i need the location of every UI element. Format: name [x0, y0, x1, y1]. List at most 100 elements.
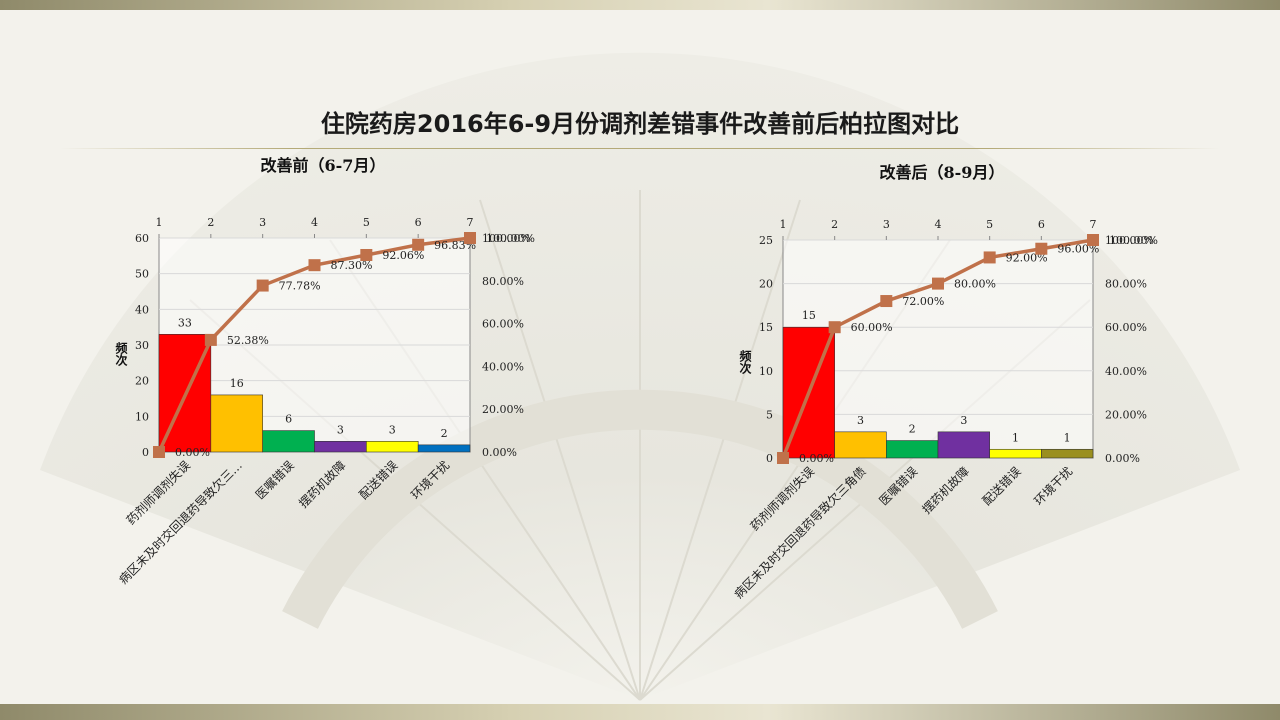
category-label: 环境干扰 [408, 458, 453, 503]
x2-tick-label: 7 [1090, 218, 1097, 231]
y2-tick-label: 60.00% [1105, 321, 1147, 334]
x2-tick-label: 2 [831, 218, 838, 231]
y-tick-label: 15 [759, 321, 773, 334]
bar-6 [417, 444, 471, 453]
cumulative-marker [1087, 234, 1099, 246]
cumulative-label: 100.00% [1109, 234, 1158, 247]
y2-tick-label: 40.00% [1105, 365, 1147, 378]
y2-tick-label: 100.00% [1105, 234, 1154, 247]
top-decor-band [0, 0, 1280, 10]
chart-title: 改善前（6-7月） [261, 156, 386, 175]
cumulative-marker [880, 295, 893, 308]
y2-tick-label: 20.00% [482, 403, 524, 416]
bar-data-label: 33 [178, 316, 192, 329]
cumulative-marker [204, 333, 217, 346]
cumulative-marker [412, 238, 425, 251]
cumulative-marker [777, 452, 789, 464]
bar-6 [1041, 448, 1094, 459]
y-tick-label: 10 [759, 365, 773, 378]
bar-5 [366, 440, 419, 453]
y-tick-label: 60 [135, 232, 149, 245]
cumulative-label: 87.30% [331, 259, 373, 272]
y-tick-label: 20 [135, 375, 149, 388]
category-label: 配送错误 [979, 464, 1024, 509]
bar-2 [834, 431, 887, 459]
y-tick-label: 0 [766, 452, 773, 465]
x2-tick-label: 6 [415, 216, 422, 229]
bar-data-label: 1 [1012, 431, 1019, 444]
y2-tick-label: 0.00% [1105, 452, 1140, 465]
x2-tick-label: 3 [883, 218, 890, 231]
cumulative-label: 0.00% [799, 452, 834, 465]
cumulative-marker [256, 279, 269, 292]
bar-data-label: 3 [389, 423, 396, 436]
category-label: 摆药机故障 [295, 458, 348, 511]
y-tick-label: 20 [759, 278, 773, 291]
bar-3 [886, 440, 939, 459]
chart-title: 改善后（8-9月） [880, 163, 1005, 182]
cumulative-label: 100.00% [486, 232, 535, 245]
bar-data-label: 3 [857, 414, 864, 427]
x2-tick-label: 1 [156, 216, 163, 229]
category-label: 环境干扰 [1031, 464, 1076, 509]
bar-data-label: 6 [285, 413, 292, 426]
x2-tick-label: 1 [780, 218, 787, 231]
x2-tick-label: 5 [986, 218, 993, 231]
y-tick-label: 40 [135, 303, 149, 316]
y-tick-label: 5 [766, 408, 773, 421]
cumulative-label: 52.38% [227, 334, 269, 347]
y2-tick-label: 20.00% [1105, 408, 1147, 421]
y-tick-label: 0 [142, 446, 149, 459]
cumulative-label: 60.00% [851, 321, 893, 334]
cumulative-label: 77.78% [279, 280, 321, 293]
bar-data-label: 2 [909, 423, 916, 436]
bar-data-label: 3 [960, 414, 967, 427]
y2-tick-label: 60.00% [482, 318, 524, 331]
y2-tick-label: 80.00% [1105, 278, 1147, 291]
category-label: 医嘱错误 [253, 458, 297, 502]
bar-data-label: 3 [337, 423, 344, 436]
title-divider [60, 148, 1220, 149]
cumulative-marker [308, 259, 321, 272]
x2-tick-label: 4 [311, 216, 318, 229]
cumulative-label: 92.06% [382, 249, 424, 262]
bar-2 [210, 394, 263, 453]
x2-tick-label: 2 [207, 216, 214, 229]
y2-tick-label: 80.00% [482, 275, 524, 288]
y-tick-label: 25 [759, 234, 773, 247]
y2-tick-label: 40.00% [482, 360, 524, 373]
y2-tick-label: 0.00% [482, 446, 517, 459]
cumulative-label: 0.00% [175, 446, 210, 459]
cumulative-marker [932, 277, 944, 290]
cumulative-label: 80.00% [954, 278, 996, 291]
cumulative-marker [983, 251, 996, 264]
y-tick-label: 50 [135, 268, 149, 281]
x2-tick-label: 6 [1038, 218, 1045, 231]
category-label: 配送错误 [356, 458, 401, 503]
bar-data-label: 16 [230, 377, 244, 390]
category-label: 医嘱错误 [876, 464, 920, 508]
y-axis-label: 频次 [114, 341, 128, 367]
bar-data-label: 15 [802, 309, 816, 322]
y-tick-label: 10 [135, 410, 149, 423]
y-tick-label: 30 [135, 339, 149, 352]
cumulative-marker [828, 321, 841, 334]
cumulative-label: 72.00% [902, 295, 944, 308]
cumulative-marker [1035, 242, 1048, 255]
bar-4 [937, 431, 990, 459]
bar-data-label: 2 [441, 427, 448, 440]
x2-tick-label: 5 [363, 216, 370, 229]
cumulative-marker [464, 232, 476, 244]
pareto-chart-after: 改善后（8-9月）05101520250.00%20.00%40.00%60.0… [731, 163, 1158, 601]
x2-tick-label: 7 [467, 216, 474, 229]
bottom-decor-band [0, 704, 1280, 720]
bar-3 [262, 430, 315, 453]
bar-data-label: 1 [1064, 431, 1071, 444]
bar-4 [314, 440, 367, 453]
x2-tick-label: 4 [935, 218, 942, 231]
cumulative-marker [153, 446, 165, 458]
cumulative-marker [360, 248, 373, 261]
y2-tick-label: 100.00% [482, 232, 531, 245]
bar-5 [989, 448, 1042, 459]
